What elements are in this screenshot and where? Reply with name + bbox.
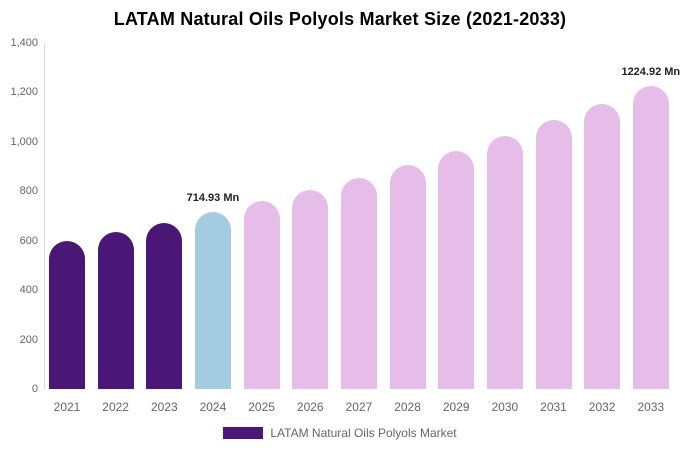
bar-2027[interactable] bbox=[340, 177, 377, 389]
y-axis-label: 1,200 bbox=[10, 86, 38, 99]
bar-2031[interactable] bbox=[535, 120, 572, 389]
x-axis-label-2027: 2027 bbox=[345, 400, 373, 414]
bar-2023[interactable] bbox=[146, 222, 183, 389]
y-axis-label: 800 bbox=[19, 185, 38, 198]
bar-2032[interactable] bbox=[584, 103, 621, 389]
y-axis-label: 200 bbox=[19, 333, 38, 346]
bar-2022[interactable] bbox=[97, 232, 134, 389]
x-axis-label-2021: 2021 bbox=[53, 400, 81, 414]
x-axis-label-2024: 2024 bbox=[199, 400, 227, 414]
value-label-2033: 1224.92 Mn bbox=[621, 66, 680, 79]
x-axis-label-2026: 2026 bbox=[296, 400, 324, 414]
legend[interactable]: LATAM Natural Oils Polyols Market bbox=[0, 426, 680, 440]
legend-label: LATAM Natural Oils Polyols Market bbox=[270, 426, 457, 440]
x-axis-label-2025: 2025 bbox=[248, 400, 275, 414]
y-axis-label: 400 bbox=[19, 284, 38, 297]
x-axis-label-2022: 2022 bbox=[102, 400, 129, 414]
x-axis-label-2031: 2031 bbox=[540, 400, 567, 414]
x-axis-label-2023: 2023 bbox=[150, 400, 178, 414]
bar-2024[interactable] bbox=[194, 212, 231, 389]
y-axis-label: 1,400 bbox=[10, 37, 38, 49]
x-axis-label-2033: 2033 bbox=[637, 400, 665, 414]
bar-2029[interactable] bbox=[438, 150, 475, 389]
bar-2026[interactable] bbox=[292, 189, 329, 389]
bar-2021[interactable] bbox=[49, 241, 85, 389]
y-axis-line bbox=[44, 43, 45, 389]
x-axis-label-2032: 2032 bbox=[588, 400, 616, 414]
bar-2030[interactable] bbox=[486, 135, 523, 389]
chart-title: LATAM Natural Oils Polyols Market Size (… bbox=[113, 9, 567, 29]
x-axis-label-2028: 2028 bbox=[394, 400, 421, 414]
legend-swatch bbox=[223, 427, 264, 439]
y-axis-label: 0 bbox=[31, 383, 38, 395]
bar-2033[interactable] bbox=[632, 86, 669, 389]
y-axis-label: 600 bbox=[19, 234, 38, 247]
x-axis-label-2030: 2030 bbox=[491, 400, 519, 414]
bar-2028[interactable] bbox=[389, 164, 426, 389]
value-label-2024: 714.93 Mn bbox=[186, 192, 240, 205]
x-axis-label-2029: 2029 bbox=[442, 400, 470, 414]
y-axis-label: 1,000 bbox=[10, 135, 38, 148]
bar-2025[interactable] bbox=[243, 201, 280, 389]
